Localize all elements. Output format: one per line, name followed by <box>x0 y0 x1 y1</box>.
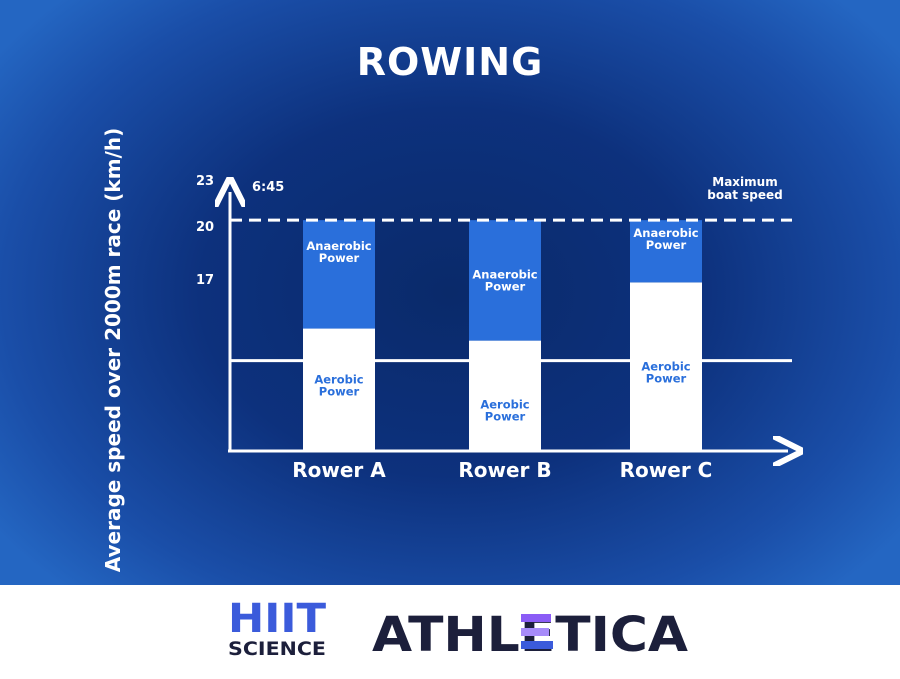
footer: HIIT SCIENCE ATHLETICA <box>0 585 900 675</box>
category-label-rower-c: Rower C <box>620 458 713 482</box>
anaerobic-label-rower-c: Power <box>646 238 687 252</box>
science-logo-text: SCIENCE <box>228 638 326 660</box>
anaerobic-label-rower-b: Anaerobic <box>472 267 537 281</box>
max-speed-label-line1: Maximum <box>712 175 777 189</box>
bar-aerobic-rower-a <box>303 328 375 451</box>
bar-anaerobic-rower-a <box>303 220 375 329</box>
athletica-e-accent <box>521 628 549 636</box>
hiit-science-logo: HIIT SCIENCE <box>228 596 327 660</box>
athletica-e-accent <box>521 614 551 622</box>
chart-panel: ROWING Average speed over 2000m race (km… <box>0 0 900 585</box>
chart-title: ROWING <box>356 40 544 84</box>
aerobic-label-rower-b: Power <box>485 410 526 424</box>
category-label-rower-b: Rower B <box>458 458 551 482</box>
bar-anaerobic-rower-b <box>469 220 541 341</box>
aerobic-label-rower-c: Power <box>646 372 687 386</box>
max-speed-value-label: 6:45 <box>252 180 284 195</box>
aerobic-label-rower-b: Aerobic <box>480 398 529 412</box>
bar-anaerobic-rower-c <box>630 220 702 283</box>
y-tick-23: 23 <box>196 174 214 189</box>
athletica-logo: ATHLETICA <box>372 607 688 663</box>
anaerobic-label-rower-a: Anaerobic <box>306 239 371 253</box>
y-tick-20: 20 <box>196 220 214 235</box>
bar-chart: Maximum boat speed 6:45 17 20 23 Anaerob… <box>196 174 900 482</box>
max-speed-label-line2: boat speed <box>707 188 782 202</box>
bar-aerobic-rower-c <box>630 282 702 451</box>
y-tick-17: 17 <box>196 273 214 288</box>
aerobic-label-rower-a: Power <box>319 385 360 399</box>
anaerobic-label-rower-c: Anaerobic <box>633 226 698 240</box>
category-label-rower-a: Rower A <box>292 458 386 482</box>
hiit-logo-text: HIIT <box>228 596 327 642</box>
anaerobic-label-rower-a: Power <box>319 251 360 265</box>
athletica-e-accent <box>521 641 553 649</box>
bar-aerobic-rower-b <box>469 340 541 451</box>
anaerobic-label-rower-b: Power <box>485 279 526 293</box>
aerobic-label-rower-c: Aerobic <box>641 360 690 374</box>
footer-logos: HIIT SCIENCE ATHLETICA <box>228 596 688 663</box>
aerobic-label-rower-a: Aerobic <box>314 373 363 387</box>
